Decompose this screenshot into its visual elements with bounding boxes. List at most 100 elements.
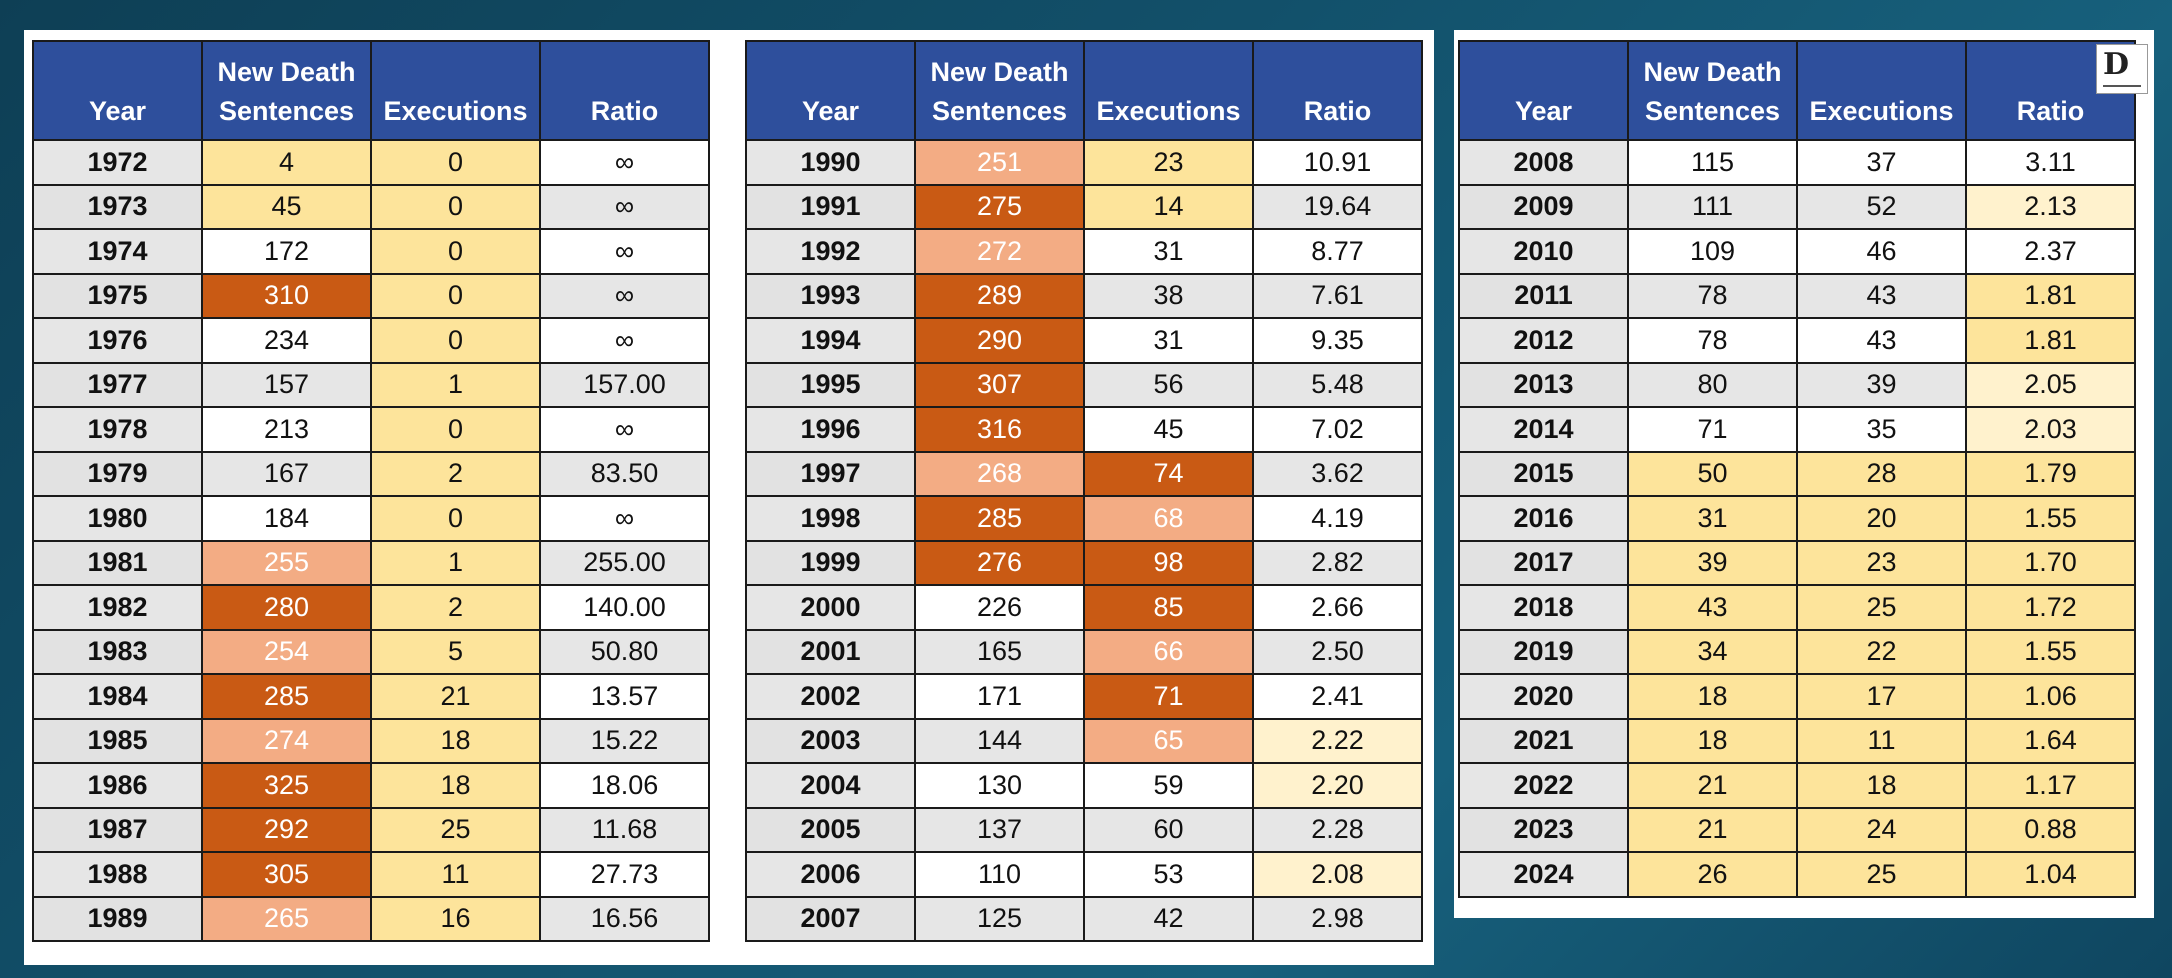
year-cell: 2001 <box>745 628 916 675</box>
ratio-cell: 4.19 <box>1252 495 1423 542</box>
table-row: 2014 71 35 2.03 <box>1458 406 2136 453</box>
new-death-sentences-cell: 78 <box>1627 272 1798 319</box>
executions-cell: 22 <box>1796 628 1967 675</box>
table-row: 1978 213 0 ∞ <box>32 406 710 453</box>
executions-cell: 2 <box>370 450 541 497</box>
new-death-sentences-cell: 276 <box>914 539 1085 586</box>
table-row: 2001 165 66 2.50 <box>745 628 1423 675</box>
year-cell: 2024 <box>1458 851 1629 898</box>
executions-cell: 65 <box>1083 717 1254 764</box>
year-cell: 1983 <box>32 628 203 675</box>
header-executions: Executions <box>1796 40 1967 141</box>
year-cell: 1976 <box>32 317 203 364</box>
table-row: 2004 130 59 2.20 <box>745 762 1423 809</box>
ratio-cell: ∞ <box>539 406 710 453</box>
executions-cell: 60 <box>1083 806 1254 853</box>
ratio-cell: 3.11 <box>1965 139 2136 186</box>
ratio-cell: 2.03 <box>1965 406 2136 453</box>
ratio-cell: 18.06 <box>539 762 710 809</box>
death-penalty-table-2008-2024: Year New Death Sentences Executions Rati… <box>1458 40 2136 898</box>
ratio-cell: 1.79 <box>1965 450 2136 497</box>
year-cell: 1994 <box>745 317 916 364</box>
table-row: 2022 21 18 1.17 <box>1458 762 2136 809</box>
header-executions: Executions <box>370 40 541 141</box>
table-row: 1974 172 0 ∞ <box>32 228 710 275</box>
table-row: 2000 226 85 2.66 <box>745 584 1423 631</box>
executions-cell: 25 <box>1796 584 1967 631</box>
executions-cell: 46 <box>1796 228 1967 275</box>
table-row: 2024 26 25 1.04 <box>1458 851 2136 898</box>
executions-cell: 21 <box>370 673 541 720</box>
year-cell: 2018 <box>1458 584 1629 631</box>
year-cell: 1996 <box>745 406 916 453</box>
new-death-sentences-cell: 280 <box>201 584 372 631</box>
executions-cell: 18 <box>370 762 541 809</box>
year-cell: 2004 <box>745 762 916 809</box>
new-death-sentences-cell: 26 <box>1627 851 1798 898</box>
new-death-sentences-cell: 268 <box>914 450 1085 497</box>
year-cell: 1998 <box>745 495 916 542</box>
executions-cell: 53 <box>1083 851 1254 898</box>
table-row: 1987 292 25 11.68 <box>32 806 710 853</box>
table-row: 2003 144 65 2.22 <box>745 717 1423 764</box>
year-cell: 2010 <box>1458 228 1629 275</box>
year-cell: 1989 <box>32 895 203 942</box>
ratio-cell: 50.80 <box>539 628 710 675</box>
table-row: 2017 39 23 1.70 <box>1458 539 2136 586</box>
executions-cell: 1 <box>370 539 541 586</box>
table-row: 1995 307 56 5.48 <box>745 361 1423 408</box>
executions-cell: 38 <box>1083 272 1254 319</box>
new-death-sentences-cell: 144 <box>914 717 1085 764</box>
logo-letter: D <box>2103 47 2130 82</box>
executions-cell: 11 <box>370 851 541 898</box>
ratio-cell: 27.73 <box>539 851 710 898</box>
header-new-death-sentences: New Death Sentences <box>201 40 372 141</box>
table-row: 1979 167 2 83.50 <box>32 450 710 497</box>
header-new-death-sentences: New Death Sentences <box>914 40 1085 141</box>
year-cell: 1977 <box>32 361 203 408</box>
executions-cell: 18 <box>1796 762 1967 809</box>
new-death-sentences-cell: 305 <box>201 851 372 898</box>
new-death-sentences-cell: 184 <box>201 495 372 542</box>
new-death-sentences-cell: 171 <box>914 673 1085 720</box>
year-cell: 1991 <box>745 183 916 230</box>
ratio-cell: 1.70 <box>1965 539 2136 586</box>
ratio-cell: ∞ <box>539 495 710 542</box>
executions-cell: 11 <box>1796 717 1967 764</box>
executions-cell: 23 <box>1796 539 1967 586</box>
table-row: 2010 109 46 2.37 <box>1458 228 2136 275</box>
executions-cell: 2 <box>370 584 541 631</box>
ratio-cell: 0.88 <box>1965 806 2136 853</box>
year-cell: 1999 <box>745 539 916 586</box>
ratio-cell: 255.00 <box>539 539 710 586</box>
ratio-cell: 2.37 <box>1965 228 2136 275</box>
executions-cell: 0 <box>370 406 541 453</box>
new-death-sentences-cell: 172 <box>201 228 372 275</box>
table-row: 2007 125 42 2.98 <box>745 895 1423 942</box>
year-cell: 2005 <box>745 806 916 853</box>
table-row: 1976 234 0 ∞ <box>32 317 710 364</box>
ratio-cell: 1.55 <box>1965 495 2136 542</box>
executions-cell: 68 <box>1083 495 1254 542</box>
table-row: 1980 184 0 ∞ <box>32 495 710 542</box>
new-death-sentences-cell: 290 <box>914 317 1085 364</box>
ratio-cell: 7.02 <box>1252 406 1423 453</box>
ratio-cell: 2.66 <box>1252 584 1423 631</box>
year-cell: 2011 <box>1458 272 1629 319</box>
new-death-sentences-cell: 111 <box>1627 183 1798 230</box>
table-row: 2018 43 25 1.72 <box>1458 584 2136 631</box>
ratio-cell: 10.91 <box>1252 139 1423 186</box>
table-row: 1985 274 18 15.22 <box>32 717 710 764</box>
new-death-sentences-cell: 251 <box>914 139 1085 186</box>
ratio-cell: ∞ <box>539 228 710 275</box>
table-row: 2019 34 22 1.55 <box>1458 628 2136 675</box>
header-executions: Executions <box>1083 40 1254 141</box>
new-death-sentences-cell: 325 <box>201 762 372 809</box>
year-cell: 2015 <box>1458 450 1629 497</box>
year-cell: 2016 <box>1458 495 1629 542</box>
year-cell: 2013 <box>1458 361 1629 408</box>
ratio-cell: ∞ <box>539 183 710 230</box>
year-cell: 1974 <box>32 228 203 275</box>
ratio-cell: 140.00 <box>539 584 710 631</box>
table-row: 1990 251 23 10.91 <box>745 139 1423 186</box>
